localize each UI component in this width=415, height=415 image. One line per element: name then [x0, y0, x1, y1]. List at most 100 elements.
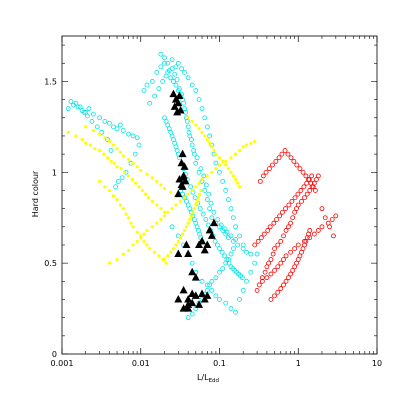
data-point	[137, 185, 141, 189]
data-point	[193, 88, 199, 93]
x-tick-label: 0.1	[213, 359, 226, 368]
data-point	[115, 147, 119, 151]
data-point	[272, 246, 277, 252]
data-point	[220, 178, 226, 184]
data-points	[65, 51, 339, 321]
data-point	[204, 197, 210, 202]
data-point	[184, 249, 193, 258]
data-point	[325, 220, 331, 226]
data-point	[288, 271, 294, 277]
data-point	[217, 156, 222, 160]
data-point	[244, 249, 249, 255]
data-point	[286, 224, 291, 230]
data-point	[241, 145, 245, 149]
data-point	[177, 86, 182, 92]
data-point	[134, 135, 140, 141]
data-point	[219, 249, 225, 255]
data-point	[270, 162, 275, 168]
data-point	[209, 278, 215, 284]
data-point	[307, 228, 313, 233]
data-point	[204, 124, 210, 130]
data-point	[209, 287, 215, 293]
data-point	[133, 181, 138, 185]
data-point	[229, 156, 233, 160]
data-point	[222, 253, 227, 259]
data-point	[130, 133, 136, 139]
data-point	[162, 55, 167, 61]
data-point	[212, 148, 216, 153]
data-point	[199, 188, 203, 193]
data-point	[179, 173, 188, 181]
data-point	[155, 221, 159, 225]
data-point	[131, 243, 135, 247]
data-point	[171, 247, 176, 251]
data-point	[203, 134, 207, 138]
data-point	[292, 264, 298, 270]
data-point	[218, 222, 224, 228]
data-point	[281, 257, 286, 262]
data-point	[184, 304, 193, 312]
data-point	[182, 196, 187, 200]
data-point	[191, 148, 197, 153]
data-point	[156, 86, 162, 92]
data-point	[310, 184, 316, 190]
data-point	[105, 137, 111, 142]
data-point	[214, 167, 218, 171]
data-point	[186, 192, 190, 196]
data-point	[175, 60, 181, 66]
data-point	[147, 100, 153, 106]
data-point	[142, 239, 146, 243]
data-point	[150, 199, 154, 203]
data-point	[188, 184, 194, 190]
data-point	[149, 79, 155, 84]
data-point	[275, 289, 281, 295]
data-point	[208, 200, 214, 206]
data-point	[170, 102, 179, 110]
data-point	[217, 163, 222, 167]
data-point	[179, 285, 188, 294]
data-point	[135, 165, 139, 169]
data-point	[312, 188, 318, 193]
data-point	[140, 188, 145, 193]
data-point	[224, 159, 228, 163]
data-point	[272, 268, 277, 273]
data-point	[203, 240, 212, 248]
data-point	[162, 257, 167, 262]
data-point	[205, 174, 209, 178]
data-point	[230, 215, 236, 221]
data-point	[207, 282, 213, 288]
data-point	[118, 203, 122, 207]
data-point	[113, 184, 119, 190]
data-point	[257, 178, 263, 184]
data-point	[84, 125, 88, 129]
data-point	[235, 242, 241, 248]
data-point	[65, 106, 71, 112]
data-point	[182, 240, 191, 248]
data-point	[290, 268, 296, 273]
data-point	[288, 249, 294, 255]
data-point	[146, 196, 150, 200]
data-point	[239, 275, 245, 281]
data-point	[278, 260, 284, 266]
data-point	[178, 182, 187, 190]
data-point	[248, 251, 254, 257]
data-point	[301, 184, 307, 190]
data-point	[111, 124, 116, 130]
data-point	[309, 173, 315, 179]
data-point	[185, 315, 191, 321]
data-point	[228, 251, 234, 257]
data-point	[182, 228, 187, 233]
data-point	[189, 142, 195, 148]
data-point	[122, 170, 127, 174]
data-point	[240, 287, 246, 293]
data-point	[106, 156, 110, 160]
data-point	[331, 233, 336, 239]
data-point	[203, 291, 212, 299]
data-point	[189, 260, 195, 266]
data-point	[136, 142, 142, 148]
data-point	[97, 179, 102, 183]
data-point	[188, 267, 197, 276]
x-axis-label: L/LEdd	[197, 373, 219, 384]
data-point	[184, 225, 189, 229]
